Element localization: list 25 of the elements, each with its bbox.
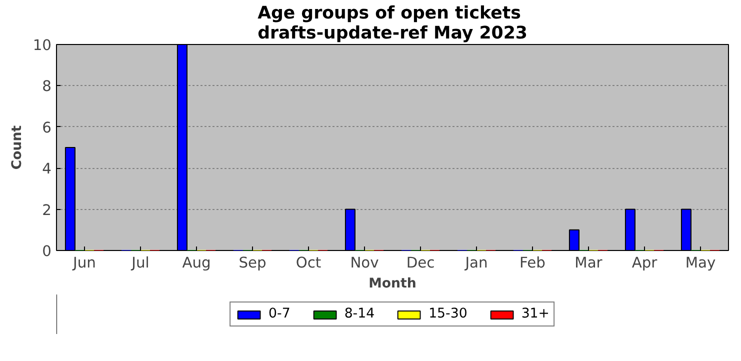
x-tick-label: Apr [632,254,658,272]
x-tick-label: Aug [182,254,211,272]
legend-label: 0-7 [268,306,290,322]
legend-label: 31+ [521,306,550,322]
y-tick-label: 0 [42,243,52,260]
legend-label: 15-30 [428,306,468,322]
y-tick-label: 8 [42,78,52,96]
x-tick-label: Oct [296,254,322,272]
x-tick-label: Jul [130,254,150,272]
x-tick-label: Mar [574,254,604,272]
x-tick-label: Sep [238,254,266,272]
legend-label: 8-14 [344,306,375,322]
chart-title: Age groups of open tickets drafts-update-ref May 2023 [258,4,528,44]
y-tick-label: 6 [42,119,52,136]
x-tick-label: May [685,254,716,272]
x-tick-label: Jun [72,254,96,272]
y-tick-label: 4 [42,160,52,178]
y-axis-title: Count [10,124,25,170]
x-tick-label: Dec [406,254,435,272]
x-axis-title: Month [368,276,416,292]
y-tick-label: 2 [42,202,52,219]
x-tick-label: Jan [464,254,488,272]
x-tick-label: Nov [350,254,380,272]
x-tick-label: Feb [520,254,546,272]
y-tick-label: 10 [32,37,52,54]
